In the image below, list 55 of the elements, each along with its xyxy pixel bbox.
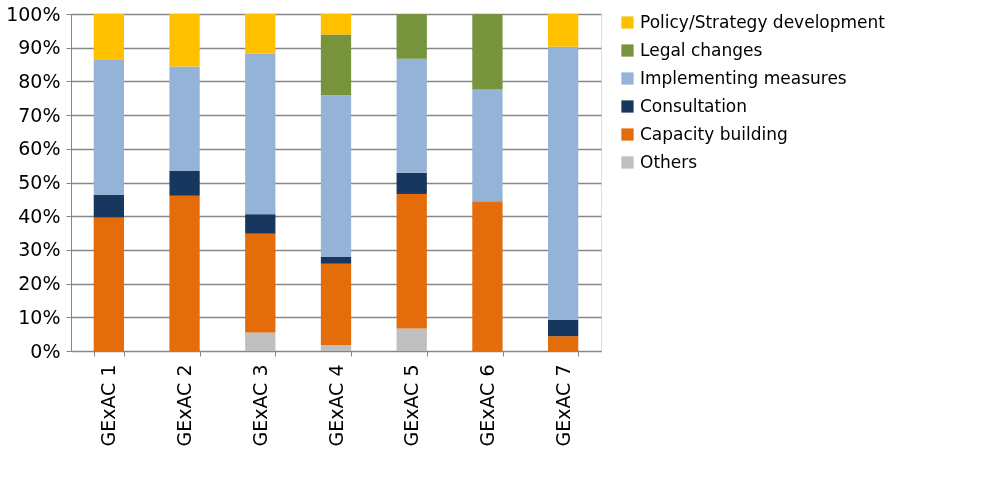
bar [472,201,503,351]
bar [245,14,276,54]
y-tick-label: 20% [18,272,61,295]
legend-label: Capacity building [640,123,788,144]
x-tick-label: GExAC 1 [97,364,120,447]
bar [245,53,276,215]
x-tick-label: GExAC 3 [248,364,271,447]
bar [320,14,352,35]
y-tick-label: 10% [18,305,61,328]
bar [169,14,200,67]
x-tick-label: GExAC 6 [475,364,498,447]
x-tick-label: GExAC 5 [400,364,423,447]
bar [396,58,427,173]
legend-label: Legal changes [640,39,763,60]
legend-label: Policy/Strategy development [640,11,886,32]
bar [396,328,427,351]
legend-label: Others [640,151,698,172]
bar [548,320,579,337]
bar [320,263,352,345]
bar [245,214,276,234]
y-tick-label: 100% [6,2,61,25]
y-tick-label: 40% [18,204,61,227]
bar [548,14,579,47]
bar [320,34,352,96]
bar [320,95,352,257]
y-tick-label: 60% [18,137,61,160]
bar [245,233,276,333]
y-tick-label: 70% [18,103,61,126]
bar [472,14,503,90]
bar [548,336,579,351]
y-tick-label: 50% [18,171,61,193]
bar [548,46,579,320]
y-tick-label: 90% [18,36,61,59]
bar [93,59,124,195]
legend-label: Consultation [640,95,748,116]
y-tick-label: 30% [18,238,61,261]
x-tick-label: GExAC 4 [324,364,347,447]
bar [320,256,352,264]
bar [396,172,427,194]
x-tick-label: GExAC 2 [173,364,196,447]
y-tick-label: 0% [30,339,61,362]
legend-label: Implementing measures [640,67,847,88]
bar [169,171,200,196]
bar [396,193,427,329]
bar [245,332,276,351]
x-tick-label: GExAC 7 [551,364,574,447]
bar [169,195,200,351]
bar [320,344,352,351]
bar [472,89,503,202]
bar [93,194,124,218]
bar [93,217,124,351]
bar [169,66,200,172]
bar [93,14,124,60]
y-tick-label: 80% [18,69,61,92]
bar [396,14,427,59]
